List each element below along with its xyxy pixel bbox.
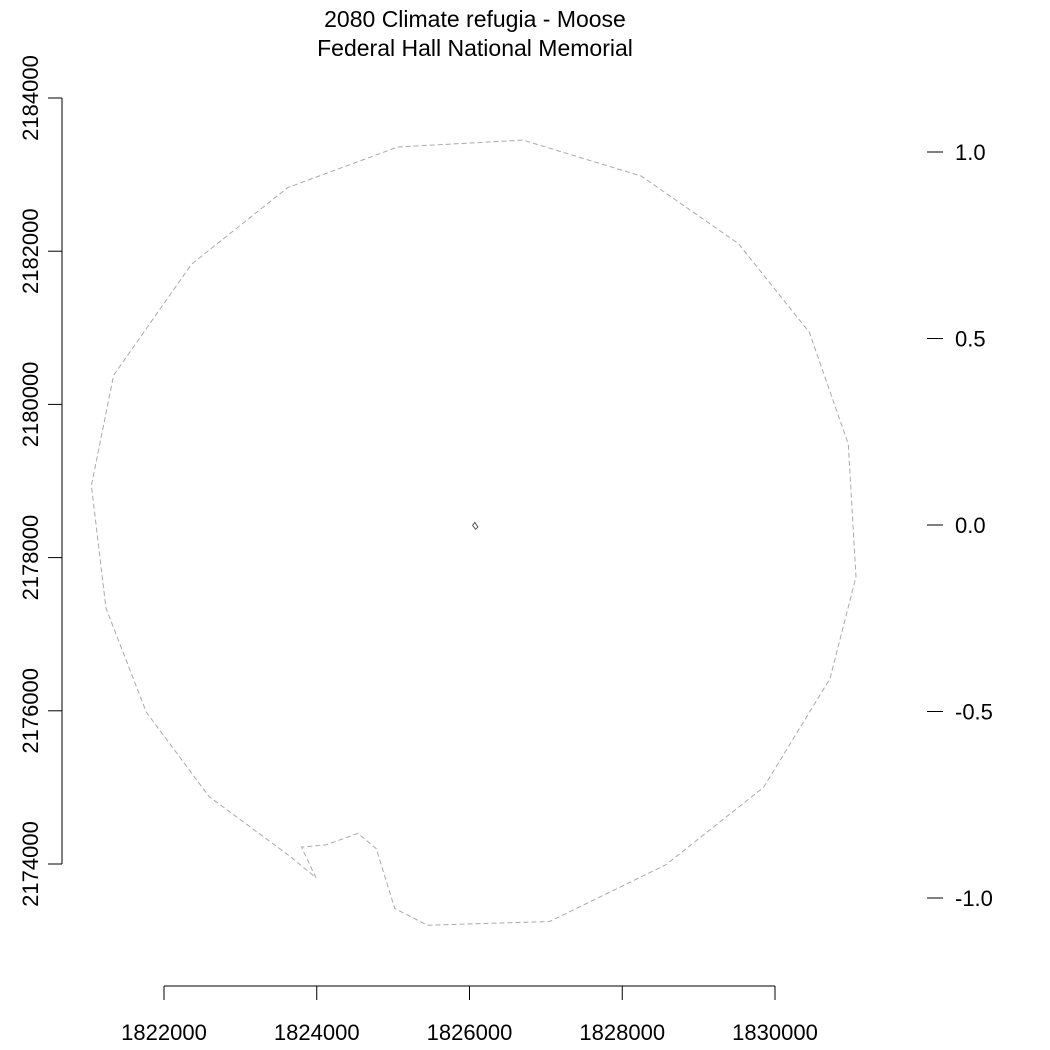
x-tick-label: 1824000: [274, 1020, 360, 1045]
legend-tick-label: -0.5: [955, 700, 993, 725]
legend-scale-axis: 1.0 0.5 0.0 -0.5 -1.0: [927, 140, 993, 911]
y-tick-label: 2180000: [18, 362, 43, 448]
chart-title: 2080 Climate refugia - Moose: [324, 6, 626, 32]
park-boundary-buffer: [90, 139, 857, 926]
x-tick-label: 1828000: [579, 1020, 665, 1045]
x-tick-label: 1822000: [121, 1020, 207, 1045]
y-axis: 2174000 2176000 2178000 2180000 2182000 21840…: [18, 55, 63, 907]
map-layers: [90, 139, 857, 926]
x-tick-label: 1826000: [427, 1020, 513, 1045]
legend-tick-label: -1.0: [955, 886, 993, 911]
y-tick-label: 2176000: [18, 668, 43, 754]
y-tick-label: 2178000: [18, 515, 43, 601]
legend-tick-label: 0.5: [955, 327, 986, 352]
x-axis: 1822000 1824000 1826000 1828000 1830000: [121, 985, 818, 1045]
x-tick-label: 1830000: [732, 1020, 818, 1045]
legend-tick-label: 0.0: [955, 513, 986, 538]
park-boundary: [471, 521, 479, 531]
y-tick-label: 2182000: [18, 208, 43, 294]
y-tick-label: 2184000: [18, 55, 43, 141]
legend-tick-label: 1.0: [955, 140, 986, 165]
chart-subtitle: Federal Hall National Memorial: [317, 35, 633, 61]
y-tick-label: 2174000: [18, 821, 43, 907]
